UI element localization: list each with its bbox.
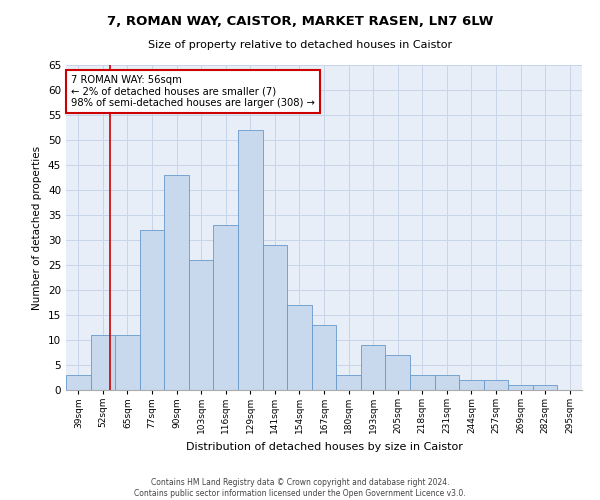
Bar	[336, 375, 361, 390]
Text: 7 ROMAN WAY: 56sqm
← 2% of detached houses are smaller (7)
98% of semi-detached : 7 ROMAN WAY: 56sqm ← 2% of detached hous…	[71, 74, 315, 108]
Bar	[385, 355, 410, 390]
Bar	[312, 325, 336, 390]
Bar	[66, 375, 91, 390]
Bar	[115, 335, 140, 390]
Bar	[459, 380, 484, 390]
X-axis label: Distribution of detached houses by size in Caistor: Distribution of detached houses by size …	[185, 442, 463, 452]
Bar	[263, 245, 287, 390]
Bar	[508, 385, 533, 390]
Text: Contains HM Land Registry data © Crown copyright and database right 2024.
Contai: Contains HM Land Registry data © Crown c…	[134, 478, 466, 498]
Y-axis label: Number of detached properties: Number of detached properties	[32, 146, 43, 310]
Bar	[533, 385, 557, 390]
Bar	[91, 335, 115, 390]
Text: Size of property relative to detached houses in Caistor: Size of property relative to detached ho…	[148, 40, 452, 50]
Text: 7, ROMAN WAY, CAISTOR, MARKET RASEN, LN7 6LW: 7, ROMAN WAY, CAISTOR, MARKET RASEN, LN7…	[107, 15, 493, 28]
Bar	[361, 345, 385, 390]
Bar	[189, 260, 214, 390]
Bar	[287, 305, 312, 390]
Bar	[140, 230, 164, 390]
Bar	[484, 380, 508, 390]
Bar	[238, 130, 263, 390]
Bar	[164, 175, 189, 390]
Bar	[214, 225, 238, 390]
Bar	[410, 375, 434, 390]
Bar	[434, 375, 459, 390]
